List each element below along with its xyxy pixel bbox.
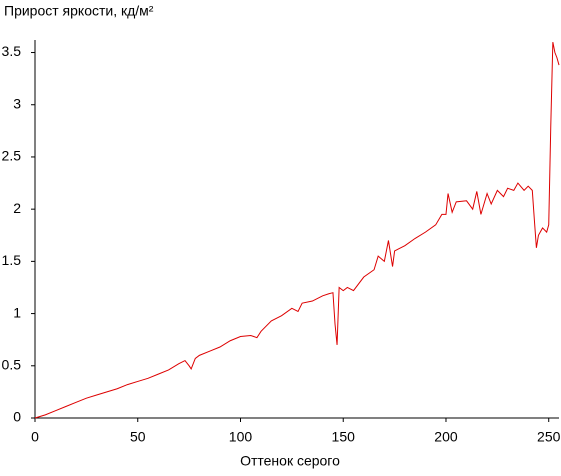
- x-tick-label: 200: [434, 429, 458, 445]
- y-tick-label: 3: [13, 95, 21, 111]
- y-tick-label: 0.5: [2, 356, 22, 372]
- x-tick-label: 50: [130, 429, 146, 445]
- y-tick-label: 2.5: [2, 148, 22, 164]
- x-tick-label: 250: [537, 429, 561, 445]
- y-tick-label: 3.5: [2, 43, 22, 59]
- data-line: [34, 41, 560, 419]
- y-tick-label: 2: [13, 200, 21, 216]
- x-axis-label: Оттенок серого: [240, 453, 340, 469]
- y-tick-label: 0: [13, 409, 21, 425]
- y-tick-label: 1: [13, 304, 21, 320]
- x-tick-label: 150: [332, 429, 356, 445]
- y-tick-label: 1.5: [2, 252, 22, 268]
- x-tick-label: 0: [31, 429, 39, 445]
- x-tick-label: 100: [229, 429, 253, 445]
- chart-title: Прирост яркости, кд/м²: [4, 3, 154, 19]
